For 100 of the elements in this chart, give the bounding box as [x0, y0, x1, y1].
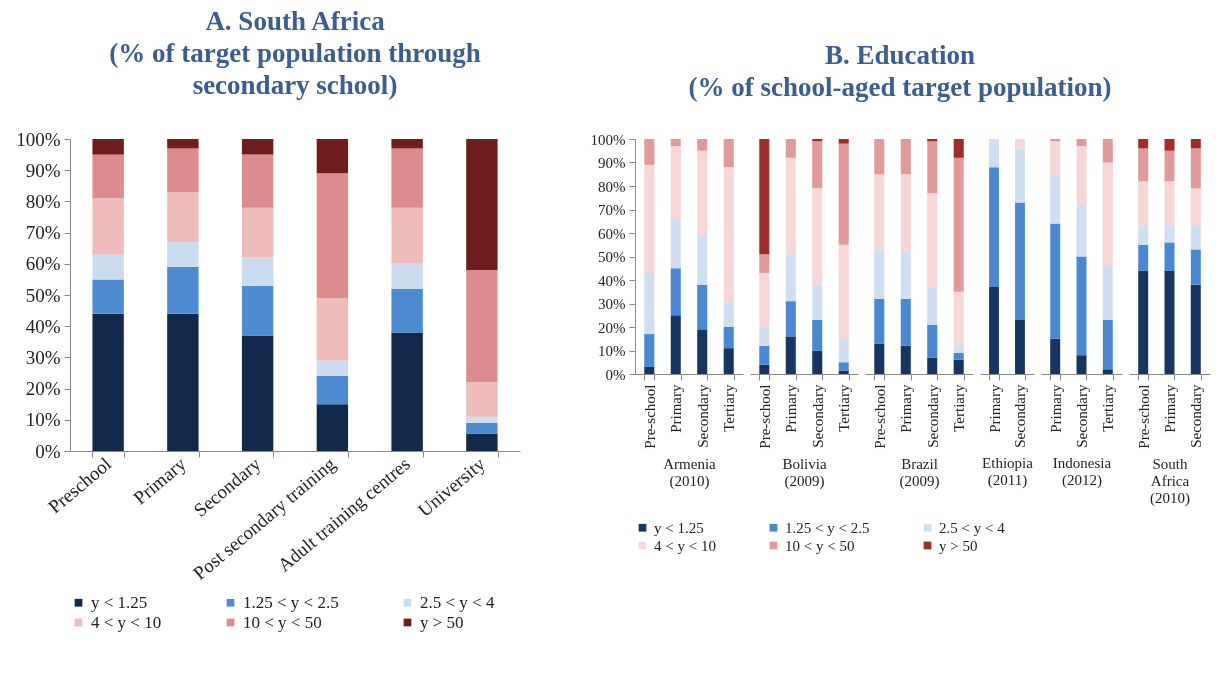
- x-axis-title: Ethiopia (2011): [982, 454, 1034, 489]
- y-tick-label: 70%: [598, 202, 626, 218]
- x-axis-title: Bolivia (2009): [782, 455, 827, 490]
- y-tick-label: 40%: [25, 315, 61, 337]
- bar: [1102, 162, 1113, 266]
- y-tick-label: 30%: [25, 346, 61, 368]
- y-tick-label: 60%: [25, 253, 61, 275]
- bar: [812, 350, 823, 374]
- bar: [953, 352, 964, 360]
- bar: [644, 139, 655, 165]
- y-tick-label: 30%: [598, 296, 626, 312]
- bar: [1076, 146, 1087, 205]
- bar: [466, 382, 498, 417]
- y-tick-label: 10%: [598, 343, 626, 359]
- bar: [1190, 225, 1201, 250]
- bar: [838, 143, 849, 245]
- bar: [316, 173, 349, 299]
- x-tick-label: Secondary: [1188, 384, 1205, 448]
- bar: [670, 139, 681, 147]
- x-tick-label: Tertiary: [1100, 384, 1117, 432]
- y-tick-label: 10%: [25, 409, 61, 431]
- y-tick-label: 20%: [25, 378, 61, 400]
- x-tick-label: Primary: [668, 384, 685, 433]
- bar: [316, 298, 349, 361]
- legend-label: 2.5 < y < 4: [420, 592, 495, 612]
- bar: [812, 141, 823, 189]
- bar: [1076, 355, 1087, 374]
- bar: [241, 207, 274, 258]
- bar: [92, 313, 124, 451]
- x-tick-label: Tertiary: [951, 384, 968, 432]
- bar: [670, 315, 681, 374]
- bar: [391, 263, 423, 289]
- y-tick-label: 0%: [605, 366, 626, 383]
- bar: [1050, 338, 1061, 374]
- bar: [466, 416, 498, 423]
- bar: [391, 148, 423, 208]
- bar: [241, 335, 274, 451]
- y-tick-label: 40%: [598, 272, 626, 289]
- bar: [1076, 204, 1087, 257]
- x-tick-label: Primary: [1162, 384, 1178, 433]
- bar: [92, 254, 124, 280]
- y-tick-label: 80%: [598, 178, 626, 195]
- y-tick-label: 0%: [35, 440, 61, 462]
- bar: [1190, 284, 1201, 374]
- bar: [989, 287, 999, 374]
- bar: [838, 370, 849, 374]
- bar: [167, 148, 199, 193]
- bar: [900, 251, 911, 299]
- x-tick-label: Pre-school: [1135, 384, 1152, 449]
- y-tick-label: 50%: [25, 284, 61, 306]
- bar: [1190, 188, 1201, 226]
- bar: [391, 207, 423, 264]
- bar: [927, 324, 938, 358]
- bar: [241, 139, 274, 155]
- y-tick-label: 100%: [16, 128, 61, 150]
- bar: [785, 336, 796, 374]
- bar: [953, 139, 964, 158]
- bar: [644, 164, 655, 273]
- bar: [391, 139, 423, 149]
- legend-label: 2.5 < y < 4: [939, 519, 1006, 536]
- bar: [670, 268, 681, 316]
- bar: [812, 284, 823, 320]
- bar: [92, 198, 124, 255]
- bar: [1190, 249, 1201, 285]
- bar: [1015, 148, 1025, 203]
- x-tick-label: Secondary: [809, 384, 826, 448]
- bar: [316, 404, 349, 451]
- bar: [989, 139, 999, 168]
- bar: [1102, 319, 1113, 370]
- bar: [316, 376, 349, 405]
- bar: [1138, 270, 1149, 374]
- bar: [1138, 244, 1149, 271]
- bar: [759, 254, 770, 273]
- bar: [927, 141, 938, 194]
- bar: [953, 291, 964, 346]
- bar: [466, 422, 498, 434]
- bar: [1076, 139, 1087, 147]
- bar: [391, 332, 423, 451]
- bar: [989, 167, 999, 288]
- bar: [874, 139, 885, 175]
- y-tick-label: 70%: [25, 222, 61, 244]
- bar: [927, 193, 938, 288]
- bar: [953, 359, 964, 374]
- bar: [1138, 225, 1149, 245]
- bar: [900, 139, 911, 175]
- bar: [953, 157, 964, 292]
- bar: [759, 345, 770, 365]
- legend-label: y < 1.25: [91, 592, 148, 612]
- legend-label: y > 50: [420, 612, 464, 632]
- bar: [697, 150, 708, 236]
- x-axis-title: Brazil (2009): [899, 455, 940, 490]
- bar: [1102, 369, 1113, 374]
- x-axis-title: Indonesia (2012): [1052, 454, 1112, 489]
- bar: [927, 287, 938, 325]
- bar: [759, 139, 770, 255]
- bar: [167, 192, 199, 242]
- y-tick-label: 60%: [598, 225, 626, 242]
- bar: [1102, 139, 1113, 163]
- bar: [1050, 223, 1061, 339]
- y-tick-label: 20%: [598, 319, 626, 336]
